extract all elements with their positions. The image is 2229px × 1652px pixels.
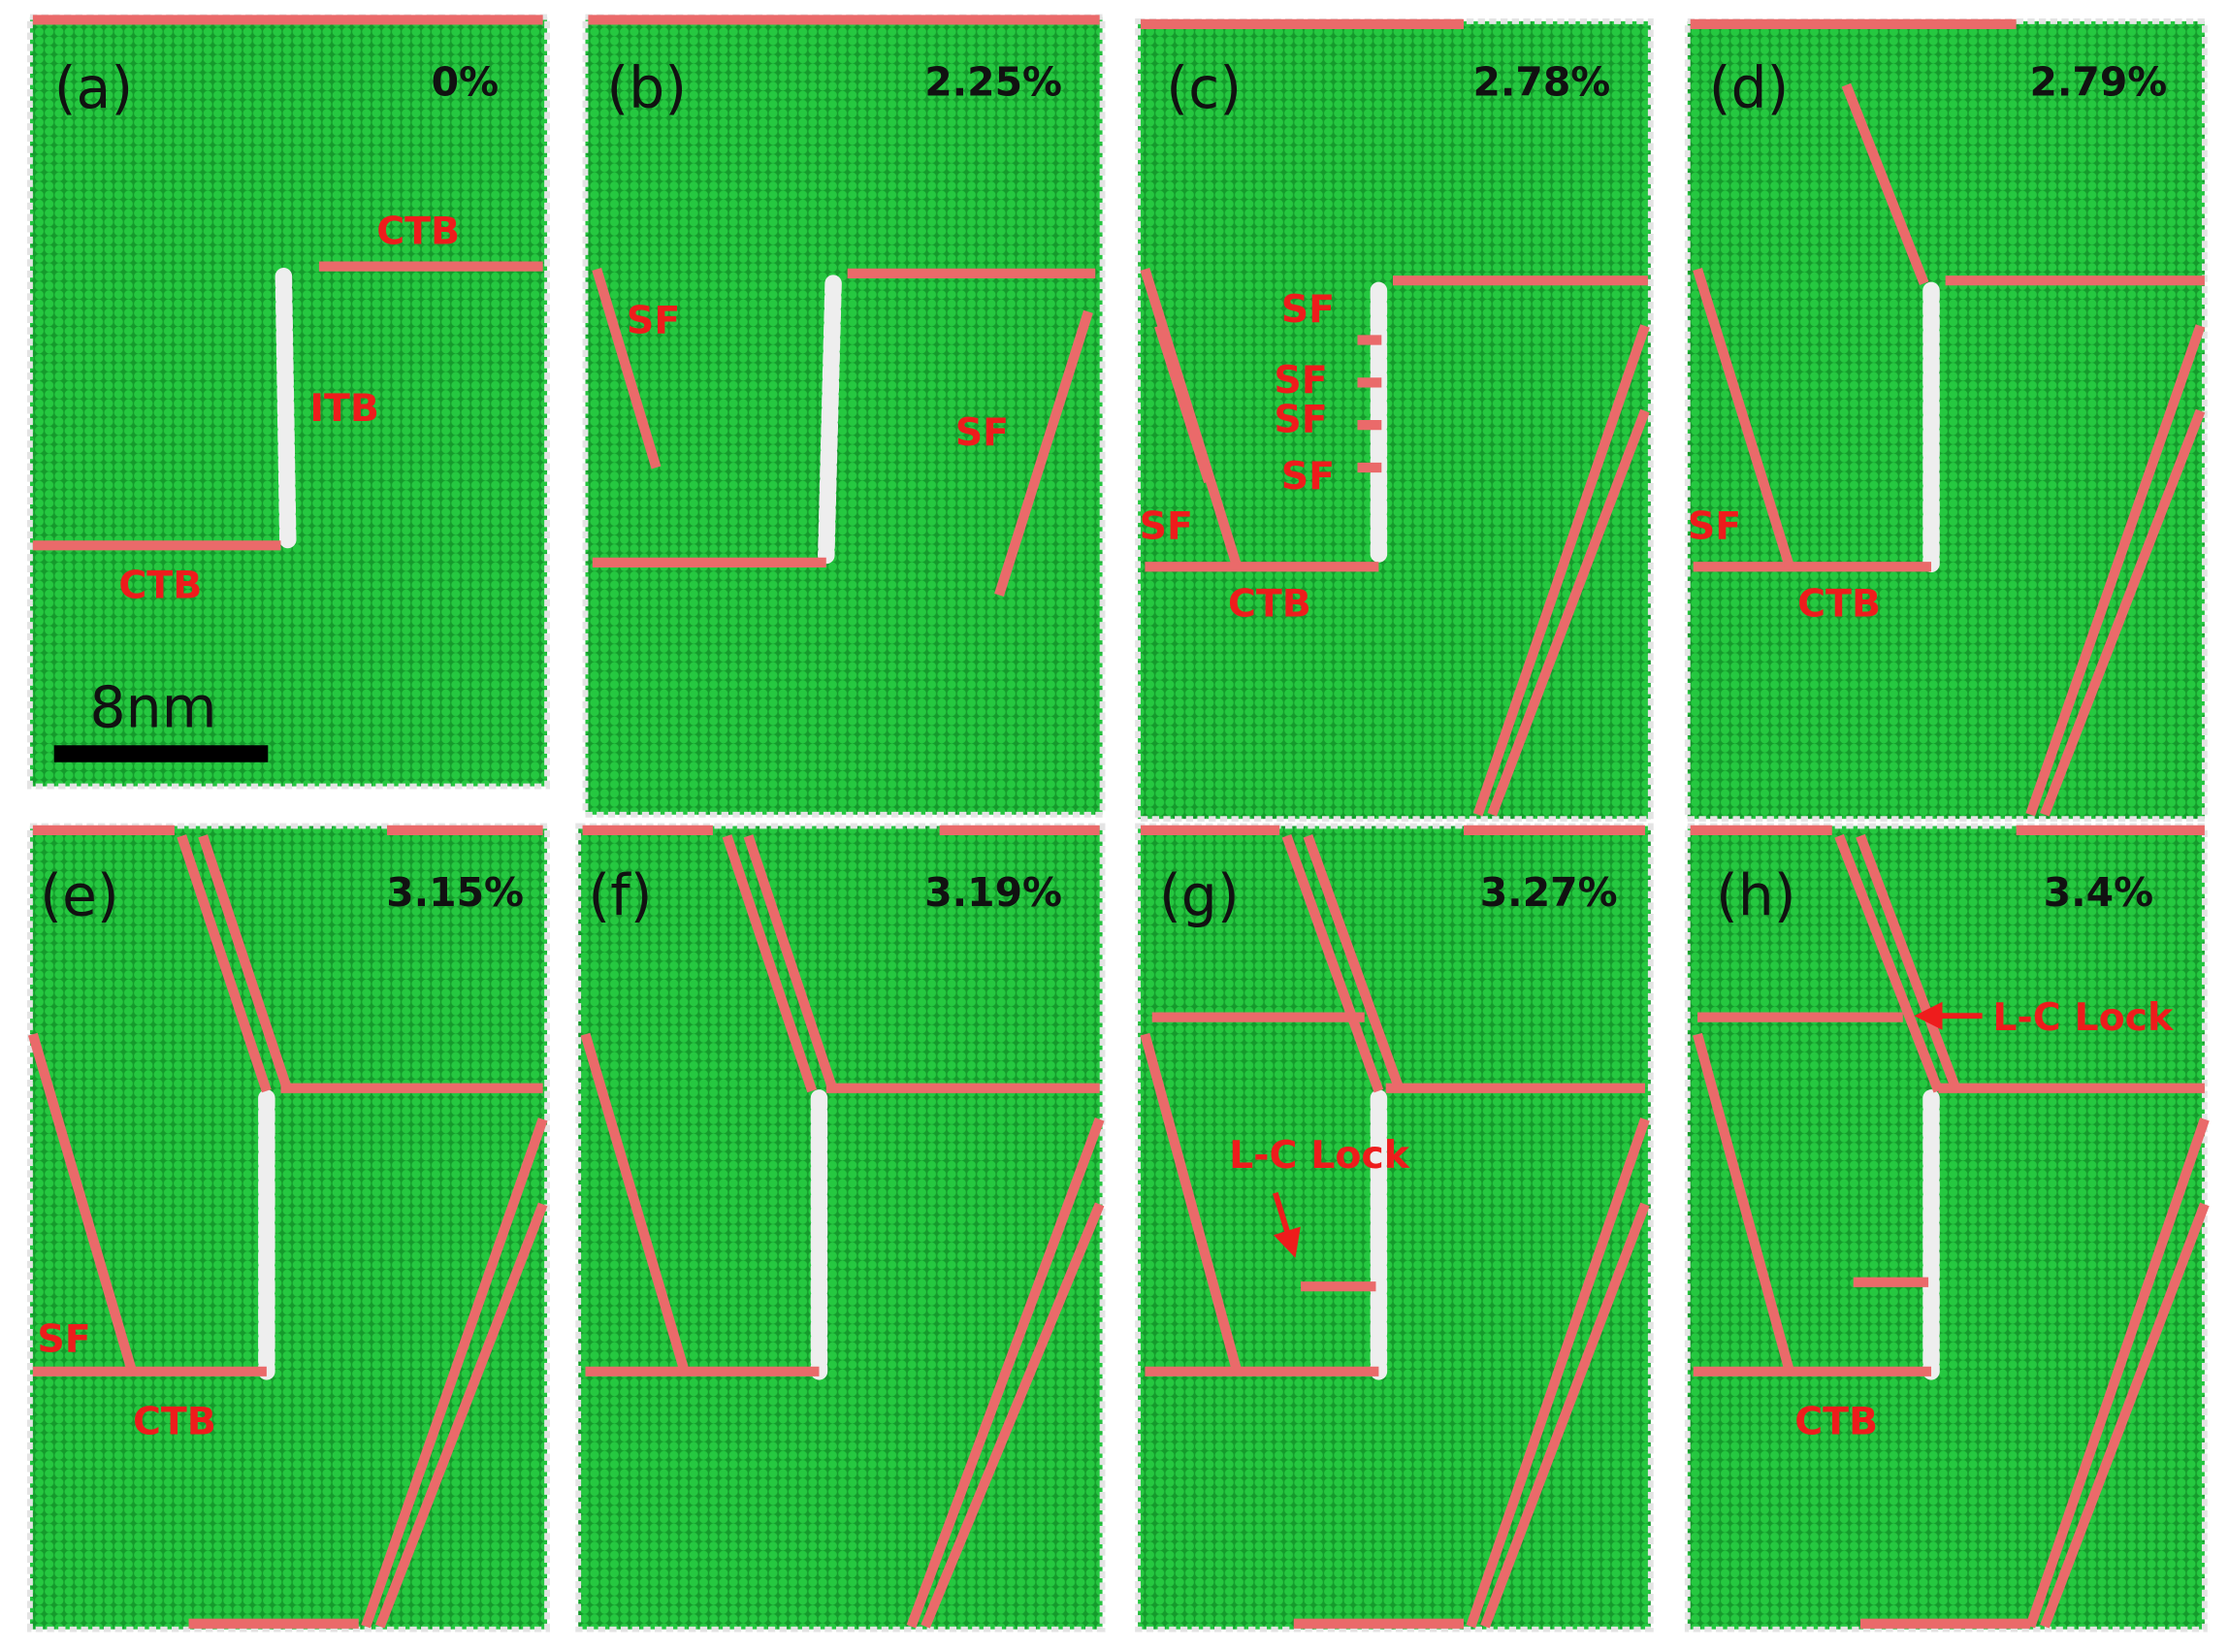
atom-panel bbox=[27, 823, 550, 1633]
defect-line bbox=[2025, 324, 2206, 817]
defect-line bbox=[1480, 1202, 1650, 1629]
annotation: SF bbox=[1281, 287, 1335, 332]
panel-label: (a) bbox=[54, 55, 133, 121]
defect-line bbox=[374, 1202, 548, 1629]
annotation: ITB bbox=[309, 386, 379, 431]
defect-line bbox=[1466, 1118, 1650, 1629]
atom-panel bbox=[575, 823, 1106, 1633]
defect-line bbox=[906, 1118, 1105, 1629]
panel-label: (b) bbox=[606, 55, 687, 121]
arrow bbox=[1272, 1191, 1301, 1258]
defect-line bbox=[580, 1032, 690, 1374]
annotation: CTB bbox=[1797, 582, 1881, 627]
defect-line bbox=[994, 309, 1093, 597]
strain: 3.4% bbox=[2044, 869, 2153, 916]
defect-line bbox=[1834, 833, 1944, 1093]
defect-line bbox=[1487, 408, 1650, 817]
atom-panel bbox=[1684, 823, 2208, 1633]
panel-label: (h) bbox=[1716, 863, 1796, 929]
annotation: L-C Lock bbox=[1992, 995, 2174, 1040]
defect-line bbox=[921, 1202, 1105, 1629]
annotation: CTB bbox=[118, 564, 202, 608]
panels bbox=[27, 14, 2210, 1633]
strain: 2.79% bbox=[2029, 59, 2167, 106]
annotation: CTB bbox=[1228, 582, 1311, 627]
boundary-atoms bbox=[275, 268, 297, 550]
defect-line bbox=[177, 834, 272, 1093]
panel-label: (f) bbox=[588, 863, 652, 929]
panel-label: (g) bbox=[1159, 863, 1240, 929]
defect-line bbox=[1472, 324, 1650, 817]
defect-line bbox=[1140, 1032, 1243, 1374]
annotation: SF bbox=[1140, 503, 1193, 548]
annotation: SF bbox=[955, 410, 1009, 455]
defect-line bbox=[1281, 833, 1384, 1093]
annotation: SF bbox=[37, 1317, 90, 1362]
panel-label: (c) bbox=[1166, 55, 1242, 121]
defect-line bbox=[1841, 82, 1929, 285]
annotation: L-C Lock bbox=[1229, 1133, 1410, 1178]
defect-line bbox=[361, 1118, 548, 1629]
panel-label: (d) bbox=[1709, 55, 1790, 121]
annotation: CTB bbox=[133, 1399, 216, 1443]
atom-panel bbox=[1684, 17, 2208, 823]
defect-line bbox=[1154, 324, 1213, 484]
strain: 0% bbox=[432, 59, 499, 106]
defect-line bbox=[743, 834, 838, 1093]
annotation: SF bbox=[1274, 398, 1327, 442]
strain: 3.27% bbox=[1480, 869, 1618, 916]
atom-panel bbox=[1135, 823, 1654, 1633]
strain: 2.78% bbox=[1472, 59, 1610, 106]
defect-line bbox=[2025, 1118, 2210, 1629]
strain: 3.19% bbox=[924, 869, 1062, 916]
annotation: SF bbox=[627, 299, 680, 343]
annotation: CTB bbox=[1794, 1399, 1878, 1443]
strain: 2.25% bbox=[924, 59, 1062, 106]
labels: (a) 0% CTB ITB CTB 8nm (b) 2.25% SF SF (… bbox=[37, 55, 2174, 1443]
strain: 3.15% bbox=[386, 869, 524, 916]
defect-line bbox=[592, 268, 662, 470]
atom-panel bbox=[582, 14, 1106, 818]
defect-line bbox=[2040, 1202, 2210, 1629]
panel-label: (e) bbox=[40, 863, 119, 929]
defect-line bbox=[198, 834, 293, 1093]
scale-bar-label: 8nm bbox=[89, 674, 216, 740]
defect-line bbox=[1303, 833, 1405, 1093]
annotation: CTB bbox=[376, 209, 460, 253]
defect-line bbox=[1693, 267, 1794, 568]
atom-panel bbox=[1135, 17, 1654, 823]
defect-line bbox=[1693, 1032, 1794, 1374]
defect-line bbox=[722, 834, 818, 1093]
defect-line bbox=[2040, 408, 2206, 817]
defect-line bbox=[1856, 833, 1962, 1093]
annotation: SF bbox=[1688, 503, 1741, 548]
annotation: SF bbox=[1281, 454, 1335, 499]
boundary-atoms bbox=[818, 275, 842, 565]
defect-line bbox=[27, 1032, 138, 1374]
annotation: SF bbox=[1274, 358, 1327, 403]
